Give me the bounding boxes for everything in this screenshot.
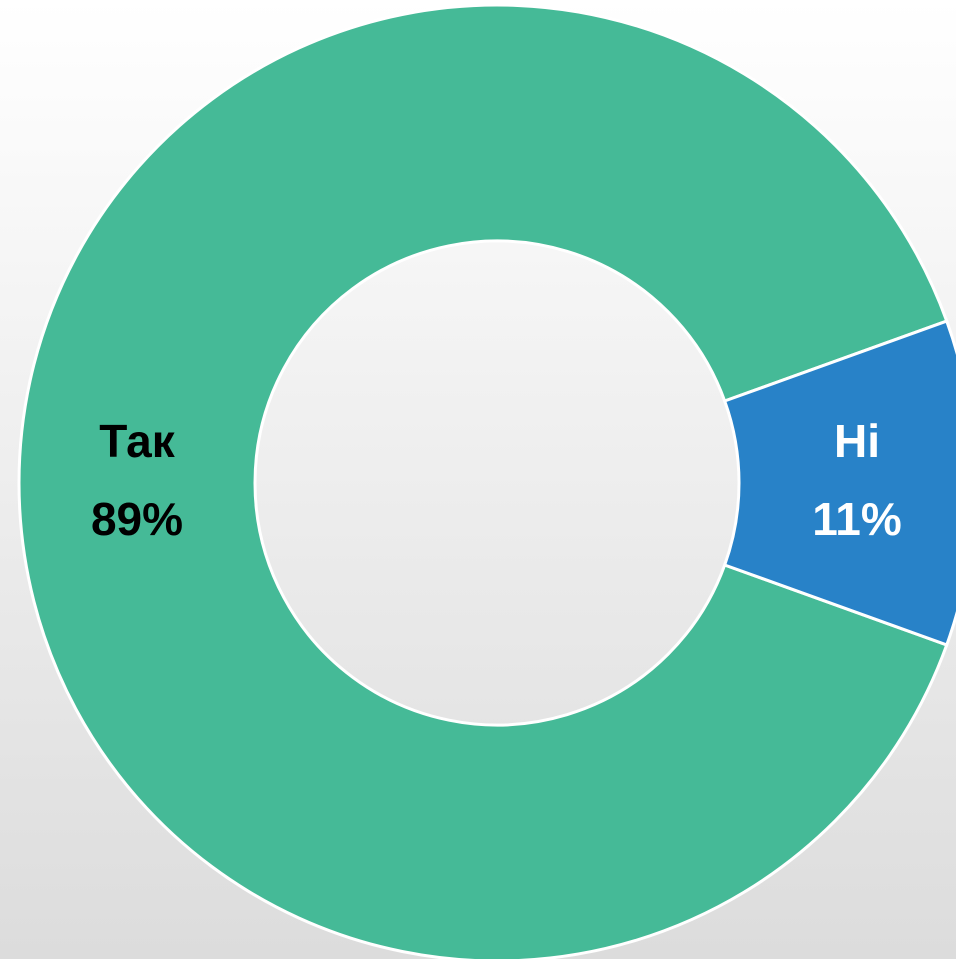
slice-value-label: 11%	[812, 493, 902, 545]
donut-slice	[722, 319, 956, 647]
slice-value-label: 89%	[91, 493, 183, 545]
donut-slice	[17, 3, 949, 959]
slice-category-label: Так	[99, 415, 176, 467]
slice-category-label: Ні	[834, 415, 880, 467]
